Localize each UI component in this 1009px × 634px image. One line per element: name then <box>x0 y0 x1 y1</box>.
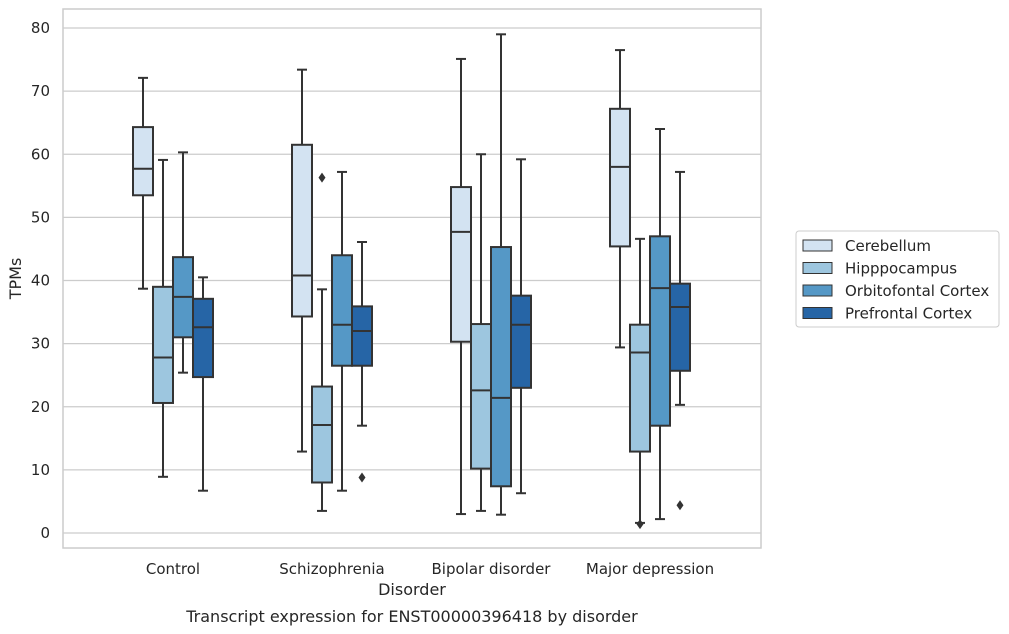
legend-label: Cerebellum <box>845 237 931 255</box>
y-tick-label: 0 <box>40 524 50 542</box>
plot-frame <box>62 8 762 549</box>
box-hipppocampus <box>470 153 492 512</box>
legend-swatch <box>802 284 833 297</box>
box-prefrontal-cortex <box>669 170 691 511</box>
y-tick-label: 30 <box>31 335 50 353</box>
y-tick-labels: 0 10 20 30 40 50 60 70 80 <box>31 19 50 542</box>
x-tick-label: Major depression <box>586 560 714 578</box>
legend-swatch <box>802 239 833 252</box>
outlier-point <box>358 472 366 483</box>
box-hipppocampus <box>629 237 651 530</box>
box-iqr <box>629 323 651 453</box>
box-cerebellum <box>132 76 154 290</box>
box-iqr <box>351 305 373 367</box>
box-iqr <box>609 107 631 248</box>
box-cerebellum <box>609 49 631 349</box>
legend-label: Prefrontal Cortex <box>845 305 972 323</box>
y-tick-label: 40 <box>31 272 50 290</box>
outlier-point <box>676 500 684 511</box>
box-iqr <box>331 254 353 367</box>
box-iqr <box>192 297 214 379</box>
box-cerebellum <box>291 68 313 453</box>
box-hipppocampus <box>311 172 333 512</box>
x-tick-labels: Control Schizophrenia Bipolar disorder Majo… <box>146 560 714 578</box>
x-axis-label: Disorder <box>378 580 446 599</box>
y-tick-label: 50 <box>31 208 50 226</box>
box-orbitofontal-cortex <box>649 128 671 521</box>
x-tick-label: Bipolar disorder <box>432 560 552 578</box>
box-iqr <box>649 235 671 427</box>
box-orbitofontal-cortex <box>172 151 194 374</box>
box-iqr <box>470 323 492 470</box>
chart-caption: Transcript expression for ENST0000039641… <box>185 607 638 626</box>
box-iqr <box>490 246 512 488</box>
box-iqr <box>510 294 532 389</box>
legend-label: Orbitofontal Cortex <box>845 282 989 300</box>
box-iqr <box>450 186 472 343</box>
y-tick-label: 80 <box>31 19 50 37</box>
y-tick-label: 60 <box>31 145 50 163</box>
x-tick-label: Control <box>146 560 200 578</box>
legend-frame <box>795 230 1000 328</box>
box-iqr <box>311 385 333 484</box>
box-orbitofontal-cortex <box>331 170 353 492</box>
outlier-point <box>636 519 644 530</box>
y-tick-label: 20 <box>31 398 50 416</box>
box-iqr <box>152 285 174 404</box>
outlier-point <box>318 172 326 183</box>
box-cerebellum <box>450 57 472 516</box>
box-prefrontal-cortex <box>510 158 532 495</box>
box-plots <box>132 33 691 530</box>
legend-label: Hipppocampus <box>845 260 957 278</box>
box-hipppocampus <box>152 158 174 478</box>
legend-swatch <box>802 262 833 274</box>
legend: Cerebellum Hipppocampus Orbitofontal Corte… <box>795 230 1000 328</box>
box-prefrontal-cortex <box>192 276 214 492</box>
x-tick-label: Schizophrenia <box>279 560 384 578</box>
y-tick-label: 70 <box>31 82 50 100</box>
y-tick-label: 10 <box>31 461 50 479</box>
y-axis-label: TPMs <box>6 258 25 301</box>
legend-swatch <box>802 307 833 319</box>
box-iqr <box>669 282 691 372</box>
box-iqr <box>132 126 154 197</box>
box-iqr <box>291 143 313 318</box>
box-prefrontal-cortex <box>351 240 373 483</box>
box-orbitofontal-cortex <box>490 33 512 516</box>
